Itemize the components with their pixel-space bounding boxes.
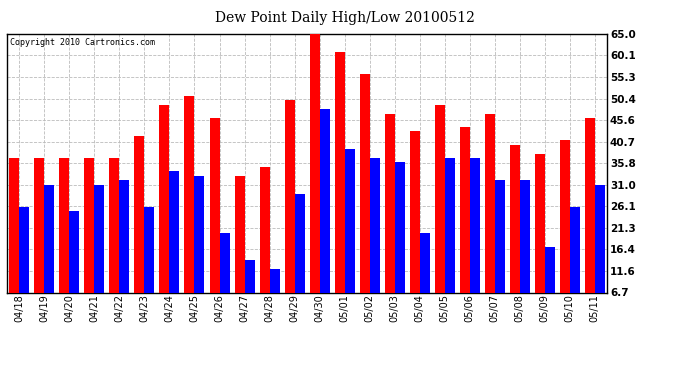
Bar: [460, 127, 470, 322]
Bar: [84, 158, 95, 322]
Bar: [384, 114, 395, 322]
Bar: [560, 140, 570, 322]
Bar: [319, 109, 330, 322]
Bar: [219, 234, 230, 322]
Bar: [70, 211, 79, 322]
Bar: [210, 118, 219, 322]
Bar: [420, 234, 430, 322]
Bar: [195, 176, 204, 322]
Bar: [344, 149, 355, 322]
Bar: [44, 184, 55, 322]
Bar: [159, 105, 170, 322]
Bar: [34, 158, 44, 322]
Bar: [410, 131, 420, 322]
Bar: [470, 158, 480, 322]
Bar: [544, 247, 555, 322]
Bar: [235, 176, 244, 322]
Bar: [435, 105, 444, 322]
Bar: [59, 158, 70, 322]
Bar: [184, 96, 195, 322]
Bar: [284, 100, 295, 322]
Bar: [395, 162, 404, 322]
Bar: [444, 158, 455, 322]
Bar: [119, 180, 130, 322]
Bar: [510, 145, 520, 322]
Bar: [295, 194, 304, 322]
Bar: [144, 207, 155, 322]
Bar: [359, 74, 370, 322]
Bar: [259, 167, 270, 322]
Text: Copyright 2010 Cartronics.com: Copyright 2010 Cartronics.com: [10, 38, 155, 46]
Bar: [370, 158, 380, 322]
Bar: [170, 171, 179, 322]
Bar: [535, 154, 544, 322]
Bar: [484, 114, 495, 322]
Bar: [110, 158, 119, 322]
Bar: [584, 118, 595, 322]
Bar: [10, 158, 19, 322]
Bar: [595, 184, 604, 322]
Bar: [270, 269, 279, 322]
Text: Dew Point Daily High/Low 20100512: Dew Point Daily High/Low 20100512: [215, 11, 475, 25]
Bar: [135, 136, 144, 322]
Bar: [335, 51, 344, 322]
Bar: [244, 260, 255, 322]
Bar: [95, 184, 104, 322]
Bar: [520, 180, 530, 322]
Bar: [310, 34, 319, 322]
Bar: [570, 207, 580, 322]
Bar: [495, 180, 504, 322]
Bar: [19, 207, 30, 322]
